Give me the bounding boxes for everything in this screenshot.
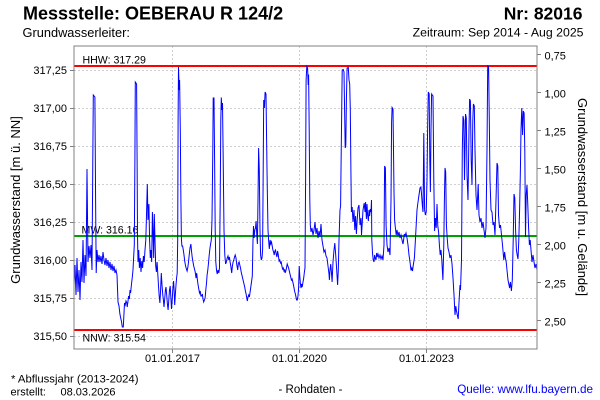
svg-text:erstellt:: erstellt: — [11, 386, 46, 398]
svg-text:316,50: 316,50 — [33, 179, 67, 191]
svg-text:Messstelle: OEBERAU R 124/2: Messstelle: OEBERAU R 124/2 — [23, 4, 283, 24]
svg-text:316,75: 316,75 — [33, 141, 67, 153]
svg-text:Grundwasserleiter:: Grundwasserleiter: — [23, 25, 130, 40]
svg-text:1,50: 1,50 — [545, 165, 566, 177]
svg-text:0,75: 0,75 — [545, 51, 566, 63]
svg-text:* Abflussjahr (2013-2024): * Abflussjahr (2013-2024) — [11, 374, 139, 386]
svg-text:1,25: 1,25 — [545, 127, 566, 139]
svg-text:315,50: 315,50 — [33, 331, 67, 343]
svg-text:2,00: 2,00 — [545, 241, 566, 253]
svg-text:NNW: 315.54: NNW: 315.54 — [83, 333, 147, 345]
svg-text:01.01.2020: 01.01.2020 — [272, 353, 327, 365]
svg-text:Nr: 82016: Nr: 82016 — [504, 4, 583, 24]
svg-text:HHW: 317.29: HHW: 317.29 — [83, 54, 147, 66]
svg-text:1,75: 1,75 — [545, 203, 566, 215]
svg-text:- Rohdaten -: - Rohdaten - — [279, 384, 343, 396]
svg-text:Zeitraum: Sep 2014 - Aug 2025: Zeitraum: Sep 2014 - Aug 2025 — [413, 26, 584, 40]
svg-text:Grundwasserstand [m u. Gelände: Grundwasserstand [m u. Gelände] — [575, 98, 590, 296]
svg-text:01.01.2017: 01.01.2017 — [145, 353, 200, 365]
svg-text:317,00: 317,00 — [33, 103, 67, 115]
svg-text:Grundwasserstand [m ü. NN]: Grundwasserstand [m ü. NN] — [8, 116, 23, 284]
svg-text:Quelle: www.lfu.bayern.de: Quelle: www.lfu.bayern.de — [457, 383, 593, 396]
svg-text:317,25: 317,25 — [33, 65, 67, 77]
svg-text:01.01.2023: 01.01.2023 — [399, 353, 454, 365]
svg-text:MW: 316.16: MW: 316.16 — [82, 225, 139, 237]
svg-text:316,25: 316,25 — [33, 217, 67, 229]
svg-text:1,00: 1,00 — [545, 89, 566, 101]
svg-text:315,75: 315,75 — [33, 293, 67, 305]
svg-text:2,25: 2,25 — [545, 279, 566, 291]
svg-text:316,00: 316,00 — [33, 255, 67, 267]
svg-text:2,50: 2,50 — [545, 317, 566, 329]
svg-text:08.03.2026: 08.03.2026 — [61, 386, 116, 398]
